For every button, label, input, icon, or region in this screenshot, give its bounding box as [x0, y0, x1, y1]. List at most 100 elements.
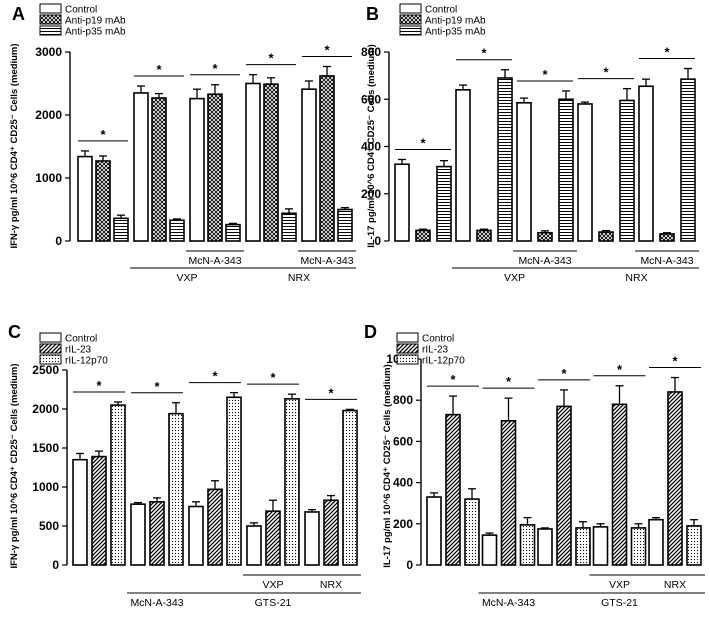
y-tick-label: 200 — [361, 187, 381, 201]
y-tick-label: 1000 — [35, 171, 62, 185]
significance-asterisk: * — [212, 369, 218, 384]
bar — [394, 163, 410, 242]
significance-asterisk: * — [154, 379, 160, 394]
panel-c: C 0 500 1000 1500 2000 2500 IFN-γ pg/ml 10^6 CD… — [8, 322, 361, 609]
bar — [686, 525, 702, 566]
bar — [638, 85, 654, 242]
legend-label: rIL-23 — [65, 345, 92, 356]
significance-asterisk: * — [481, 46, 487, 61]
y-tick-label: 600 — [393, 434, 413, 448]
significance-asterisk: * — [664, 45, 670, 60]
panel-d: D02004006008001000IL-17 pg/ml 10^6 CD4⁺ … — [364, 322, 705, 609]
bar — [577, 103, 593, 242]
y-axis-label: IFN-γ pg/ml 10^6 CD4⁺ CD25⁻ Cells (mediu… — [9, 363, 20, 568]
treatment-label: VXP — [262, 579, 283, 591]
bar — [337, 208, 353, 242]
y-tick-label: 0 — [406, 558, 413, 572]
bar — [245, 82, 261, 242]
bar — [455, 89, 471, 242]
significance-asterisk: * — [672, 354, 678, 369]
significance-asterisk: * — [268, 51, 274, 66]
bar — [304, 511, 320, 566]
bar — [648, 518, 664, 566]
bar — [497, 77, 513, 242]
bar — [445, 413, 461, 566]
bar — [592, 526, 609, 566]
bar — [281, 212, 297, 242]
treatment-label: VXP — [176, 272, 197, 284]
significance-asterisk: * — [561, 366, 567, 381]
significance-asterisk: * — [542, 67, 548, 82]
treatment-label: McN-A-343 — [188, 255, 241, 267]
legend-swatch — [396, 354, 419, 365]
bar — [619, 99, 635, 242]
legend-label: Control — [65, 334, 97, 345]
legend-label: Anti-p19 mAb — [65, 16, 126, 27]
bar — [426, 496, 442, 566]
bar — [246, 525, 262, 566]
legend-swatch — [39, 332, 62, 343]
treatment-label: NRX — [664, 579, 686, 591]
bar — [189, 97, 205, 242]
significance-asterisk: * — [96, 378, 102, 393]
bar — [611, 403, 628, 566]
bar — [110, 404, 126, 566]
panel-letter: D — [364, 322, 377, 342]
significance-asterisk: * — [506, 374, 512, 389]
legend-label: rIL-12p70 — [65, 356, 108, 367]
bar — [630, 527, 647, 566]
bar — [556, 405, 572, 566]
bar — [516, 101, 532, 242]
significance-asterisk: * — [324, 42, 330, 57]
bar — [659, 233, 675, 242]
bar — [500, 419, 517, 566]
treatment-label: NRX — [625, 272, 647, 284]
legend-label: Control — [425, 5, 457, 16]
y-tick-label: 0 — [52, 558, 59, 572]
bar — [301, 88, 317, 242]
bar — [91, 455, 107, 566]
bar — [130, 503, 146, 566]
legend-label: Control — [65, 5, 97, 16]
significance-asterisk: * — [270, 370, 276, 385]
treatment-label: GTS-21 — [255, 597, 292, 609]
significance-asterisk: * — [450, 372, 456, 387]
legend-swatch — [399, 25, 422, 36]
y-tick-label: 0 — [55, 234, 62, 248]
treatment-label: McN-A-343 — [518, 255, 571, 267]
bar — [667, 391, 683, 566]
treatment-label: NRX — [288, 272, 310, 284]
significance-asterisk: * — [420, 135, 426, 150]
significance-asterisk: * — [212, 61, 218, 76]
y-tick-label: 1000 — [32, 480, 59, 494]
significance-asterisk: * — [603, 65, 609, 80]
bar — [598, 231, 614, 242]
bar — [265, 510, 281, 566]
bar — [319, 75, 335, 242]
bar — [72, 458, 88, 566]
legend-swatch — [396, 332, 419, 343]
legend-label: Anti-p35 mAb — [425, 27, 486, 38]
y-tick-label: 2500 — [32, 363, 59, 377]
y-tick-label: 500 — [39, 519, 59, 533]
bar — [680, 78, 696, 242]
legend-label: Control — [422, 334, 454, 345]
y-tick-label: 2000 — [32, 402, 59, 416]
treatment-label: NRX — [320, 579, 342, 591]
bar — [113, 217, 129, 242]
y-tick-label: 600 — [361, 92, 381, 106]
bar — [537, 231, 553, 242]
bar — [149, 501, 165, 566]
significance-asterisk: * — [100, 127, 106, 142]
bar — [323, 499, 339, 566]
bar — [207, 488, 223, 566]
legend-swatch — [39, 25, 62, 36]
bar — [77, 155, 93, 242]
y-tick-label: 0 — [374, 234, 381, 248]
y-axis-label: IFN-γ pg/ml 10^6 CD4⁺ CD25⁻ Cells (mediu… — [9, 43, 20, 248]
bar — [575, 527, 591, 566]
panel-letter: C — [8, 322, 21, 342]
legend-swatch — [396, 343, 419, 354]
treatment-label: McN-A-343 — [130, 597, 183, 609]
